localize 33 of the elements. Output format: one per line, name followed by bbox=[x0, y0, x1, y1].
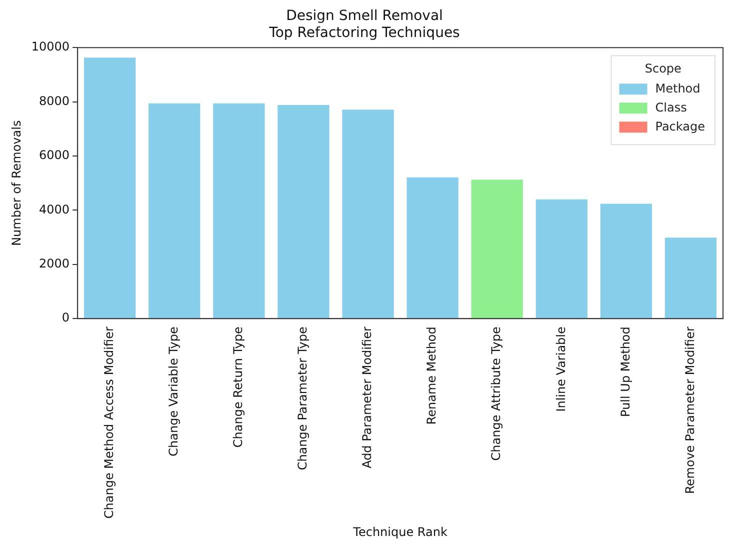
bar bbox=[536, 199, 588, 318]
y-axis-title: Number of Removals bbox=[9, 120, 24, 246]
y-tick-label: 10000 bbox=[31, 40, 70, 54]
legend-label: Method bbox=[655, 82, 700, 96]
x-tick-label: Add Parameter Modifier bbox=[360, 326, 374, 468]
y-tick-label: 4000 bbox=[39, 202, 70, 216]
x-tick-label: Change Attribute Type bbox=[489, 326, 504, 461]
bar bbox=[600, 204, 652, 318]
bar bbox=[278, 105, 330, 318]
x-tick-label: Remove Parameter Modifier bbox=[682, 326, 697, 494]
bar bbox=[664, 238, 717, 318]
bar bbox=[148, 103, 200, 318]
y-tick-label: 0 bbox=[62, 310, 70, 325]
x-tick-label: Change Variable Type bbox=[166, 326, 181, 456]
bar bbox=[342, 110, 394, 318]
legend-title: Scope bbox=[644, 62, 682, 76]
chart-title: Design Smell Removal Top Refactoring Techniques bbox=[268, 8, 460, 41]
x-tick-label: Inline Variable bbox=[554, 326, 568, 412]
x-tick-label: Change Method Access Modifier bbox=[102, 326, 116, 519]
x-tick-label: Rename Method bbox=[424, 326, 439, 425]
x-tick-label: Change Parameter Type bbox=[296, 326, 310, 470]
legend-label: Package bbox=[655, 120, 706, 134]
y-tick-label: 6000 bbox=[39, 148, 70, 162]
x-axis-title: Technique Rank bbox=[352, 524, 448, 539]
bar bbox=[84, 58, 136, 318]
y-tick-label: 2000 bbox=[39, 256, 70, 271]
bar bbox=[471, 180, 523, 318]
legend-label: Class bbox=[655, 100, 687, 115]
x-tick-label: Pull Up Method bbox=[618, 326, 632, 417]
bar bbox=[406, 177, 458, 318]
bar bbox=[213, 103, 265, 318]
y-tick-label: 8000 bbox=[39, 94, 70, 108]
x-tick-label: Change Return Type bbox=[231, 326, 246, 448]
